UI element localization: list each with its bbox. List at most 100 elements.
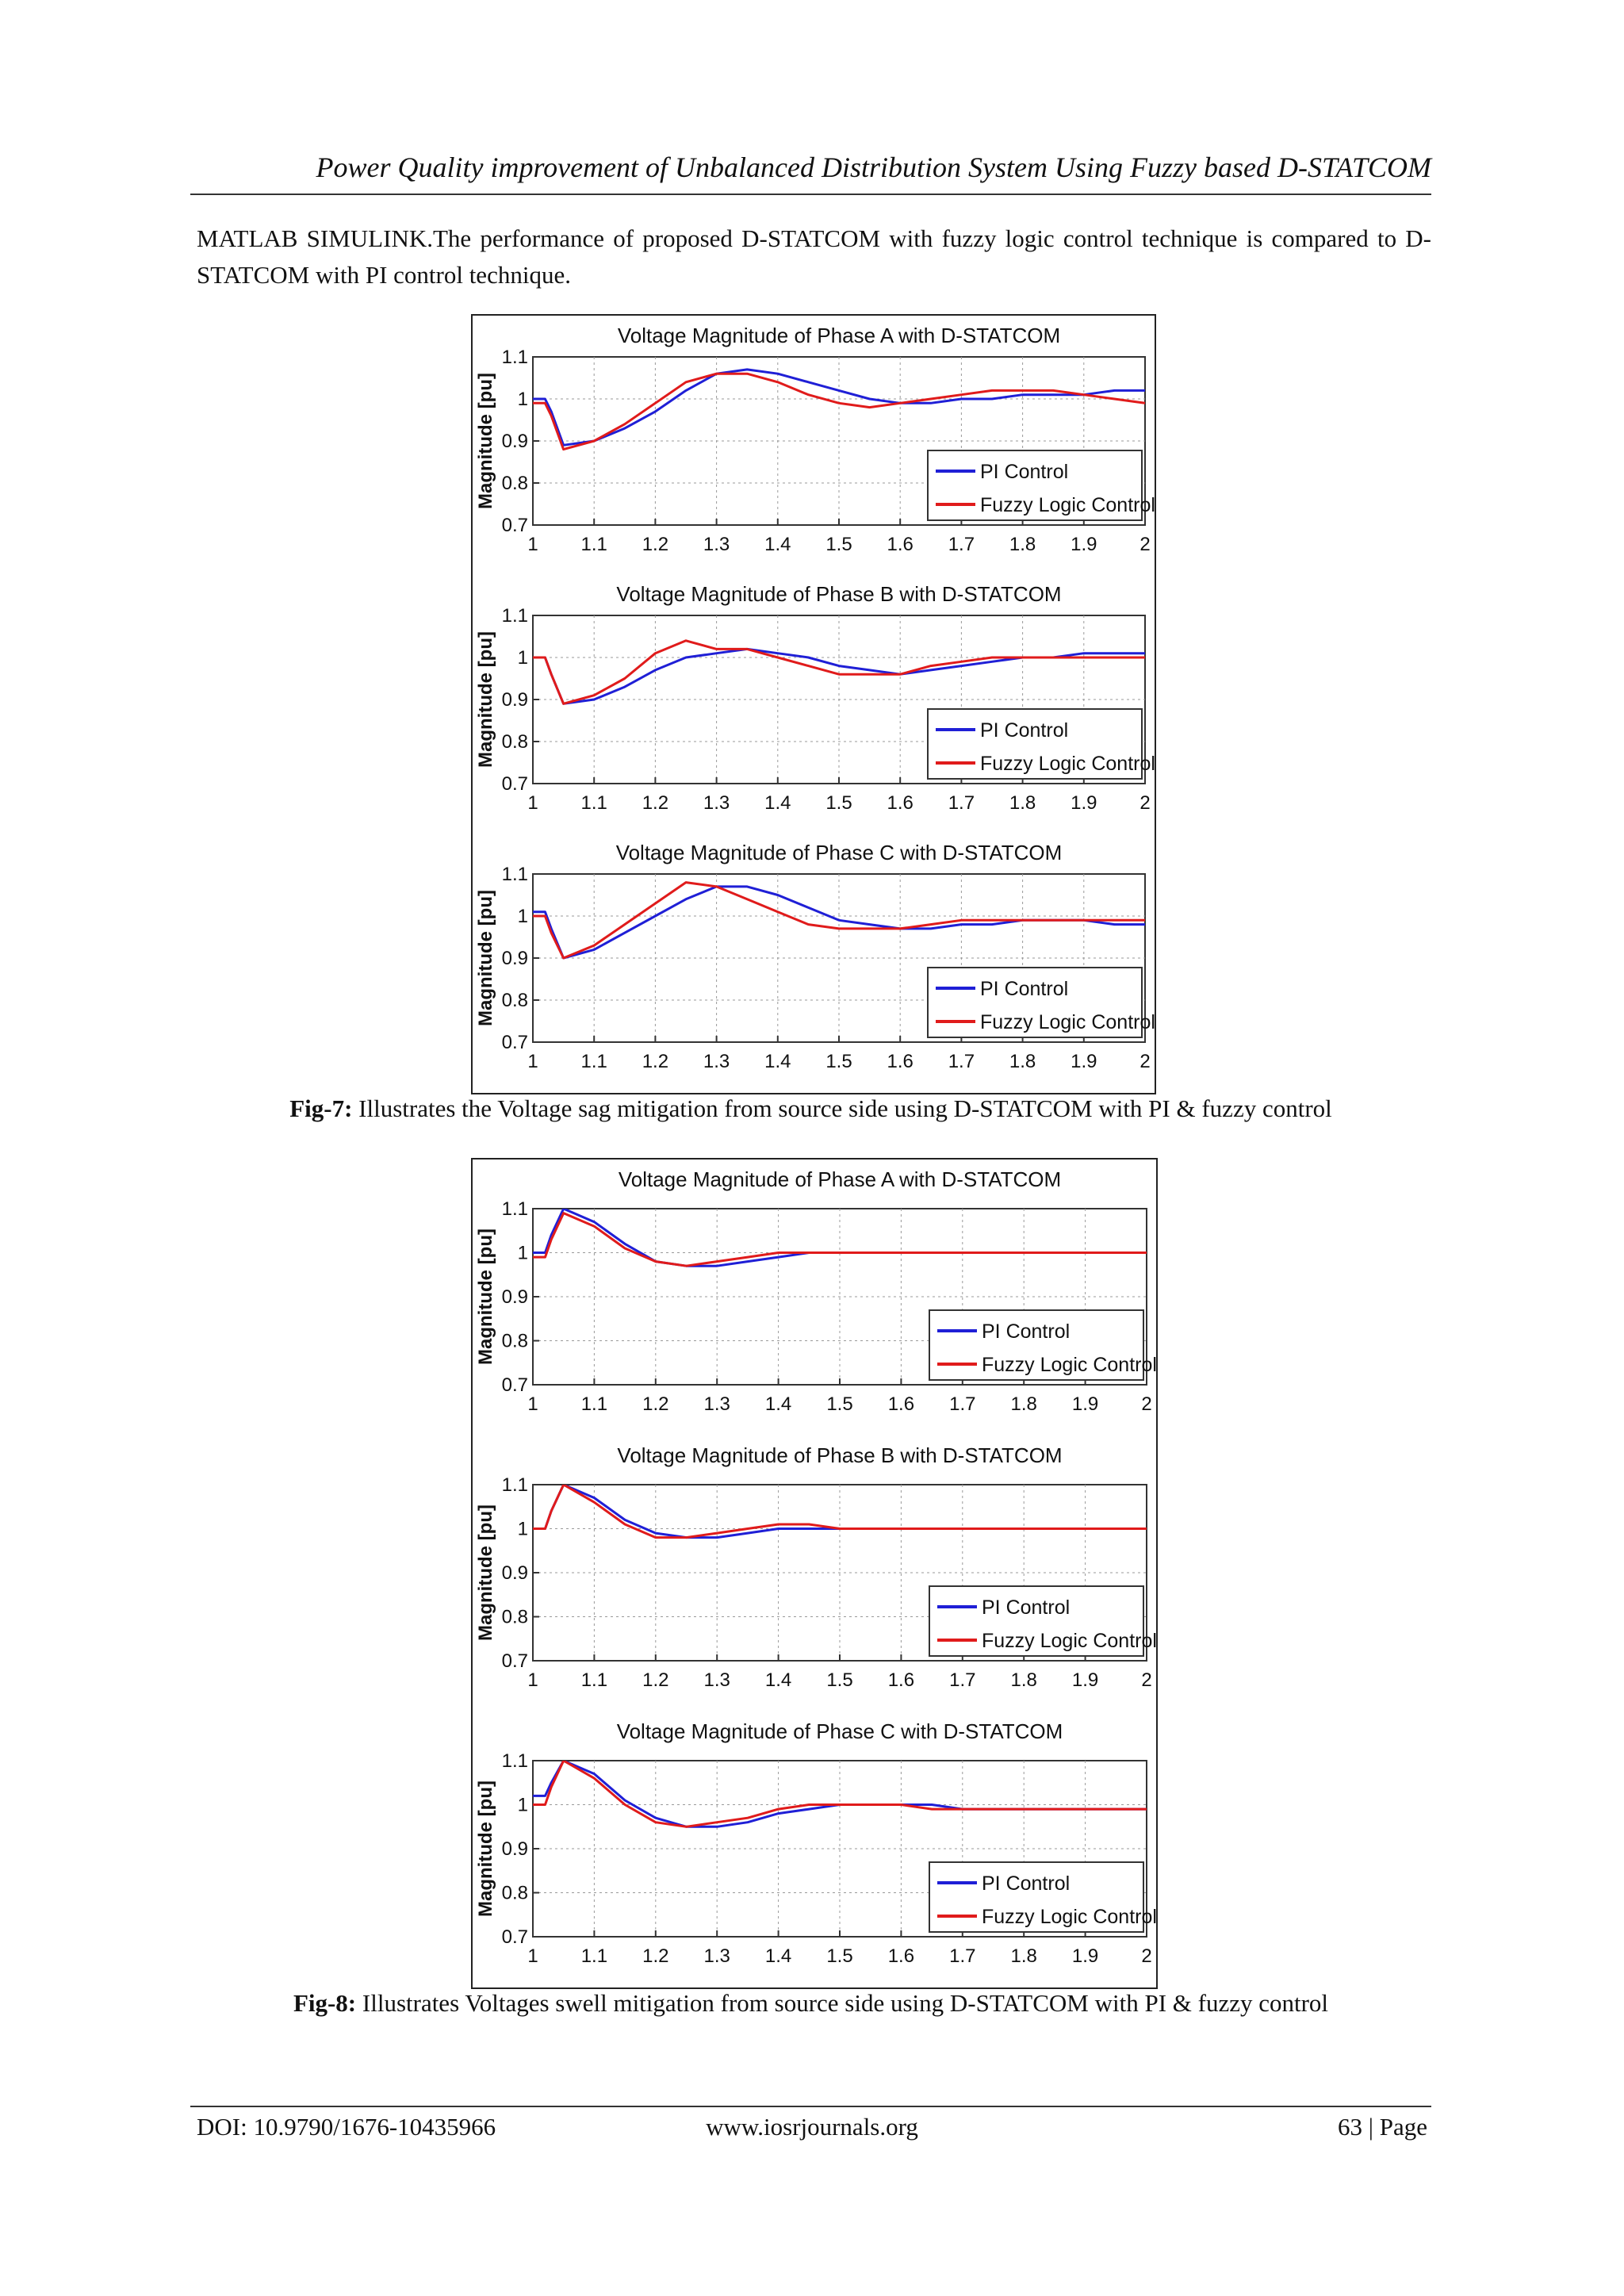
legend-label-pi: PI Control (980, 719, 1068, 742)
y-tick-label: 1.1 (502, 605, 528, 627)
chart-title: Voltage Magnitude of Phase B with D-STAT… (617, 1443, 1062, 1467)
body-paragraph: MATLAB SIMULINK.The performance of propo… (197, 224, 1431, 289)
y-tick-label: 1.1 (502, 347, 528, 368)
x-tick-label: 1.7 (949, 1669, 975, 1691)
y-tick-label: 0.7 (502, 1374, 528, 1396)
figure-8-caption-label: Fig-8: (293, 1989, 357, 2017)
legend-box (929, 1861, 1144, 1933)
x-tick-label: 1 (527, 792, 538, 814)
figure-8-caption: Fig-8: Illustrates Voltages swell mitiga… (190, 1989, 1431, 2018)
chart-1: Voltage Magnitude of Phase B with D-STAT… (475, 582, 1155, 814)
x-tick-label: 2 (1141, 1669, 1151, 1691)
x-tick-label: 1.9 (1071, 792, 1097, 814)
x-tick-label: 1.9 (1071, 534, 1097, 555)
y-tick-label: 1 (518, 647, 528, 669)
x-tick-label: 1 (527, 1051, 538, 1072)
figure-7-caption-text: Illustrates the Voltage sag mitigation f… (352, 1094, 1332, 1122)
x-tick-label: 1.5 (826, 1393, 852, 1415)
legend-label-pi: PI Control (982, 1596, 1070, 1619)
footer-page-number: 63 | Page (1338, 2113, 1427, 2141)
legend-label-fuzzy: Fuzzy Logic Control (980, 1011, 1155, 1033)
chart-0: Voltage Magnitude of Phase A with D-STAT… (475, 1167, 1156, 1415)
x-tick-label: 1 (527, 534, 538, 555)
x-tick-label: 1.7 (948, 1051, 975, 1072)
y-tick-label: 0.9 (502, 431, 528, 452)
y-tick-label: 0.9 (502, 1838, 528, 1860)
x-tick-label: 1.8 (1011, 1945, 1037, 1967)
y-tick-label: 0.9 (502, 1286, 528, 1308)
legend: PI Control Fuzzy Logic Control (927, 967, 1155, 1038)
x-tick-label: 1.7 (948, 534, 975, 555)
x-tick-label: 1.9 (1071, 1051, 1097, 1072)
x-tick-label: 1.3 (703, 792, 730, 814)
figure-7-caption: Fig-7: Illustrates the Voltage sag mitig… (190, 1094, 1431, 1123)
x-tick-label: 1.2 (642, 1393, 668, 1415)
x-tick-label: 1.4 (765, 1393, 791, 1415)
y-tick-label: 0.8 (502, 1331, 528, 1352)
x-tick-label: 1.8 (1009, 1051, 1036, 1072)
legend: PI Control Fuzzy Logic Control (927, 708, 1155, 780)
figure-7: Voltage Magnitude of Phase A with D-STAT… (471, 314, 1156, 1094)
x-tick-label: 1.2 (642, 1669, 668, 1691)
chart-title: Voltage Magnitude of Phase C with D-STAT… (616, 841, 1063, 864)
legend-box (929, 1309, 1144, 1381)
series-line-fuzzy (533, 372, 1145, 451)
legend: PI Control Fuzzy Logic Control (927, 450, 1155, 521)
x-tick-label: 1.3 (703, 1051, 730, 1072)
series-line-pi (533, 368, 1145, 447)
x-tick-label: 1.3 (704, 1669, 730, 1691)
y-tick-label: 0.8 (502, 1883, 528, 1904)
x-tick-label: 1.1 (581, 1393, 607, 1415)
x-tick-label: 1.2 (642, 1051, 668, 1072)
x-tick-label: 1.6 (887, 1051, 914, 1072)
y-tick-label: 1 (518, 906, 528, 927)
legend: PI Control Fuzzy Logic Control (929, 1309, 1156, 1381)
x-tick-label: 2 (1139, 534, 1150, 555)
figure-7-caption-label: Fig-7: (289, 1094, 353, 1122)
footer-doi: DOI: 10.9790/1676-10435966 (197, 2113, 496, 2141)
legend-label-fuzzy: Fuzzy Logic Control (980, 494, 1155, 516)
y-tick-label: 0.9 (502, 689, 528, 711)
chart-title: Voltage Magnitude of Phase B with D-STAT… (616, 582, 1061, 606)
x-tick-label: 1.4 (764, 792, 791, 814)
chart-1: Voltage Magnitude of Phase B with D-STAT… (475, 1443, 1156, 1691)
x-tick-label: 1.2 (642, 1945, 668, 1967)
x-tick-label: 2 (1141, 1393, 1151, 1415)
y-axis-label: Magnitude [pu] (475, 1504, 496, 1641)
y-axis-label: Magnitude [pu] (475, 1228, 496, 1365)
series-line-fuzzy (533, 1485, 1147, 1539)
y-tick-label: 0.9 (502, 1562, 528, 1584)
legend-box (927, 708, 1143, 780)
y-tick-label: 1.1 (502, 1474, 528, 1496)
y-tick-label: 0.8 (502, 473, 528, 494)
x-tick-label: 1.5 (826, 1669, 852, 1691)
x-tick-label: 1.7 (949, 1393, 975, 1415)
figure-8: Voltage Magnitude of Phase A with D-STAT… (471, 1158, 1158, 1989)
x-tick-label: 1.2 (642, 534, 668, 555)
chart-title: Voltage Magnitude of Phase A with D-STAT… (618, 324, 1060, 347)
y-tick-label: 0.7 (502, 773, 528, 795)
x-tick-label: 1.7 (949, 1945, 975, 1967)
x-tick-label: 1.5 (825, 1051, 852, 1072)
x-tick-label: 2 (1139, 1051, 1150, 1072)
x-tick-label: 1.4 (765, 1945, 791, 1967)
chart-2: Voltage Magnitude of Phase C with D-STAT… (475, 1719, 1156, 1967)
figure-8-caption-text: Illustrates Voltages swell mitigation fr… (356, 1989, 1329, 2017)
legend: PI Control Fuzzy Logic Control (929, 1585, 1156, 1657)
legend-label-fuzzy: Fuzzy Logic Control (980, 753, 1155, 775)
figure-8-plots: Voltage Magnitude of Phase A with D-STAT… (475, 1167, 1156, 1967)
series-line-fuzzy (533, 639, 1145, 705)
x-tick-label: 1.4 (764, 534, 791, 555)
legend-label-pi: PI Control (980, 461, 1068, 483)
legend-label-pi: PI Control (982, 1320, 1070, 1343)
chart-title: Voltage Magnitude of Phase A with D-STAT… (619, 1167, 1061, 1191)
legend: PI Control Fuzzy Logic Control (929, 1861, 1156, 1933)
x-tick-label: 1.3 (704, 1393, 730, 1415)
y-tick-label: 0.9 (502, 948, 528, 969)
y-axis-label: Magnitude [pu] (475, 373, 496, 509)
x-tick-label: 1.9 (1072, 1669, 1098, 1691)
x-tick-label: 1.1 (581, 1669, 607, 1691)
x-tick-label: 1.3 (704, 1945, 730, 1967)
series-line-fuzzy (533, 1761, 1147, 1828)
footer-rule (190, 2106, 1431, 2107)
